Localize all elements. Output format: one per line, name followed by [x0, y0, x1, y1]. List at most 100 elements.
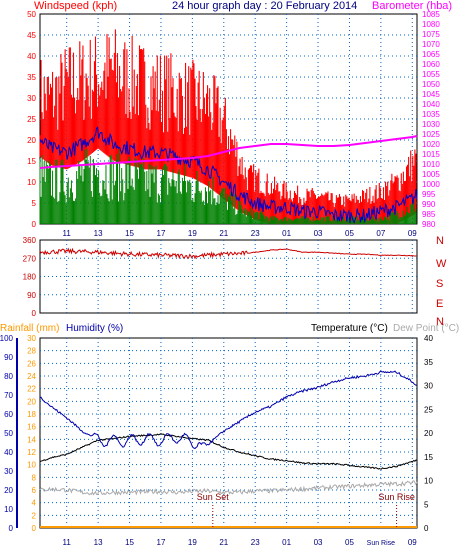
wind-xtick-label: 21	[219, 229, 228, 238]
direction-ytick-label: 270	[23, 254, 37, 263]
baro-ytick-label: 1000	[422, 180, 440, 189]
rain-ytick-label: 26	[27, 359, 36, 368]
temp-xtick-label: 05	[345, 538, 354, 547]
wind-axis-title: Windspeed (kph)	[34, 0, 117, 12]
rain-ytick-label: 14	[27, 435, 36, 444]
temp-ytick-label: 10	[424, 477, 433, 486]
compass-label: W	[436, 258, 447, 270]
humidity-ytick-label: 30	[4, 467, 13, 476]
temperature-line	[39, 433, 418, 470]
temp-ytick-label: 15	[424, 453, 433, 462]
baro-ytick-label: 1080	[422, 20, 440, 29]
baro-ytick-label: 995	[422, 190, 436, 199]
temp-xtick-label: 13	[94, 538, 103, 547]
wind-xtick-label: 19	[188, 229, 197, 238]
dewpoint-line	[39, 480, 418, 496]
temp-xtick-label: 23	[251, 538, 260, 547]
temp-xtick-label: 09	[408, 538, 417, 547]
wind-ytick-label: 35	[27, 73, 36, 82]
baro-ytick-label: 1055	[422, 70, 440, 79]
humidity-ytick-label: 50	[4, 429, 13, 438]
compass-label: E	[436, 298, 443, 310]
temp-xtick-label: 03	[314, 538, 323, 547]
humidity-ytick-label: 70	[4, 391, 13, 400]
baro-ytick-label: 1025	[422, 130, 440, 139]
temp-xtick-label: 17	[157, 538, 166, 547]
baro-ytick-label: 1045	[422, 90, 440, 99]
rain-ytick-label: 20	[27, 397, 36, 406]
temp-ytick-label: 5	[424, 500, 429, 509]
baro-ytick-label: 1010	[422, 160, 440, 169]
wind-xtick-label: 13	[94, 229, 103, 238]
wind-ytick-label: 5	[32, 199, 37, 208]
baro-ytick-label: 980	[422, 220, 436, 229]
direction-line	[39, 247, 418, 260]
plot-layer: 0510152025303540455098098599099510001005…	[0, 10, 447, 547]
rain-ytick-label: 2	[32, 511, 37, 520]
direction-ytick-label: 360	[23, 236, 37, 245]
sunset-label: Sun Set	[197, 492, 230, 502]
humidity-ytick-label: 0	[9, 524, 14, 533]
baro-ytick-label: 1005	[422, 170, 440, 179]
humidity-line	[39, 370, 418, 450]
wind-xtick-label: 07	[376, 229, 385, 238]
baro-ytick-label: 1075	[422, 30, 440, 39]
wind-ytick-label: 30	[27, 94, 36, 103]
humidity-ytick-label: 10	[4, 505, 13, 514]
compass-label: N	[436, 235, 444, 247]
rain-ytick-label: 10	[27, 461, 36, 470]
temp-xtick-label: 01	[282, 538, 291, 547]
wind-xtick-label: 15	[125, 229, 134, 238]
wind-xtick-label: 05	[345, 229, 354, 238]
humidity-ytick-label: 100	[0, 334, 14, 343]
baro-ytick-label: 1060	[422, 60, 440, 69]
rain-ytick-label: 18	[27, 410, 36, 419]
baro-ytick-label: 1065	[422, 50, 440, 59]
wind-xtick-label: 17	[157, 229, 166, 238]
sunrise-label: Sun Rise	[378, 492, 415, 502]
rain-ytick-label: 28	[27, 347, 36, 356]
baro-ytick-label: 1040	[422, 100, 440, 109]
rain-ytick-label: 6	[32, 486, 37, 495]
wind-ytick-label: 25	[27, 115, 36, 124]
temp-xtick-label: 21	[219, 538, 228, 547]
rain-ytick-label: 22	[27, 385, 36, 394]
humidity-ytick-label: 60	[4, 410, 13, 419]
baro-ytick-label: 1085	[422, 10, 440, 19]
temp-xtick-label: 19	[188, 538, 197, 547]
temp-ytick-label: 40	[424, 334, 433, 343]
temp-ytick-label: 0	[424, 524, 429, 533]
humidity-ytick-label: 20	[4, 486, 13, 495]
temp-xtick-label: 15	[125, 538, 134, 547]
chart-title: 24 hour graph day : 20 February 2014	[172, 0, 357, 12]
temp-xtick-label: Sun Rise	[367, 540, 396, 547]
humidity-axis-title: Humidity (%)	[66, 323, 123, 334]
temp-ytick-label: 30	[424, 382, 433, 391]
rain-ytick-label: 16	[27, 423, 36, 432]
wind-ytick-label: 0	[32, 220, 37, 229]
wind-xtick-label: 09	[408, 229, 417, 238]
rain-ytick-label: 0	[32, 524, 37, 533]
humidity-ytick-label: 80	[4, 372, 13, 381]
wind-ytick-label: 15	[27, 157, 36, 166]
wind-ytick-label: 20	[27, 136, 36, 145]
temp-ytick-label: 35	[424, 358, 433, 367]
wind-ytick-label: 50	[27, 10, 36, 19]
compass-label: N	[436, 316, 444, 328]
baro-ytick-label: 1015	[422, 150, 440, 159]
wind-ytick-label: 40	[27, 52, 36, 61]
wind-ytick-label: 10	[27, 178, 36, 187]
baro-ytick-label: 1020	[422, 140, 440, 149]
baro-axis-title: Barometer (hba)	[372, 0, 452, 12]
rain-ytick-label: 12	[27, 448, 36, 457]
rain-ytick-label: 24	[27, 372, 36, 381]
humidity-ytick-label: 40	[4, 448, 13, 457]
baro-ytick-label: 985	[422, 210, 436, 219]
compass-label: S	[436, 278, 443, 290]
temp-xtick-label: 11	[63, 538, 72, 547]
baro-ytick-label: 1050	[422, 80, 440, 89]
barometer-line	[39, 135, 418, 169]
wind-xtick-label: 11	[63, 229, 72, 238]
rain-ytick-label: 30	[27, 334, 36, 343]
dewpoint-axis-title: Dew Point (°C)	[393, 323, 459, 334]
